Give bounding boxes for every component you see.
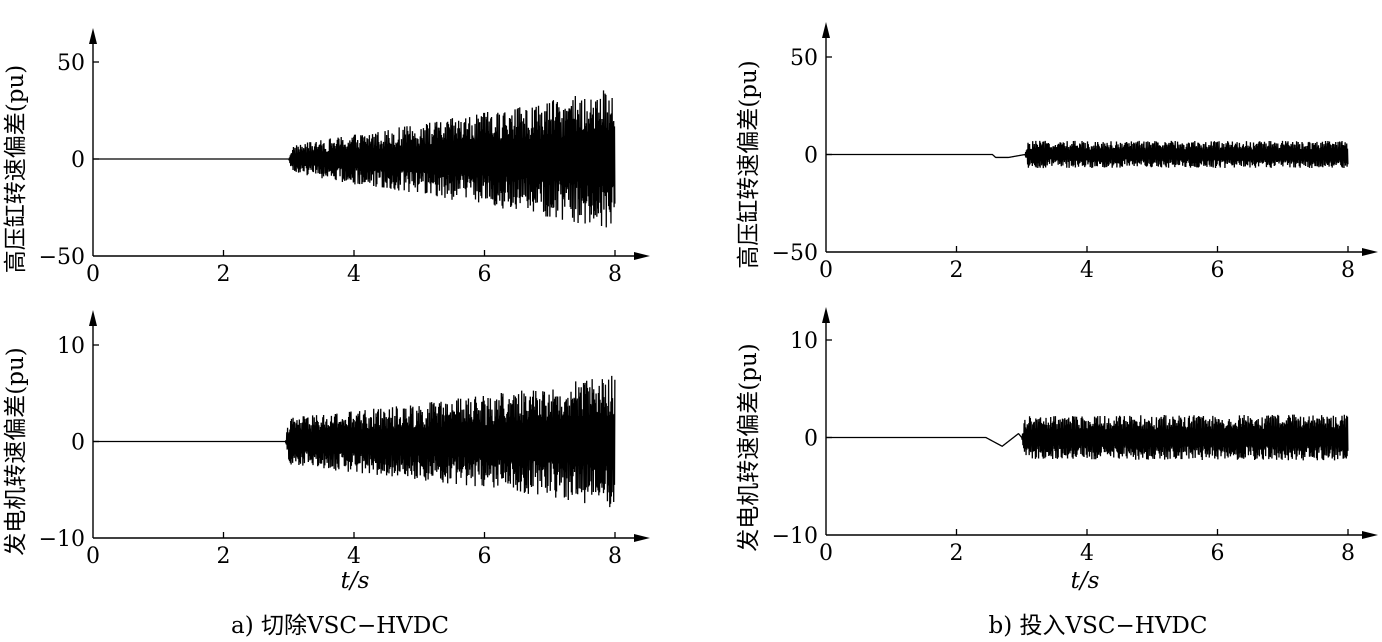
- y-tick-label: 0: [804, 144, 818, 169]
- series-line: [93, 90, 616, 228]
- y-axis-arrow: [89, 28, 97, 44]
- x-tick-label: 0: [86, 544, 100, 569]
- x-tick-label: 4: [347, 544, 361, 569]
- x-tick-label: 0: [86, 262, 100, 287]
- y-tick-label: −50: [39, 245, 85, 270]
- x-axis-arrow: [1362, 248, 1378, 256]
- series-line: [826, 140, 1349, 169]
- x-tick-label: 8: [1341, 258, 1355, 283]
- x-tick-label: 6: [1211, 258, 1225, 283]
- x-tick-label: 8: [608, 544, 622, 569]
- x-tick-label: 2: [950, 541, 964, 566]
- y-tick-label: 50: [57, 51, 85, 76]
- series-line: [826, 414, 1349, 461]
- x-axis-arrow: [634, 534, 650, 542]
- y-tick-label: 0: [804, 427, 818, 452]
- y-axis-arrow: [822, 22, 830, 38]
- x-tick-label: 6: [478, 544, 492, 569]
- x-axis-arrow: [634, 252, 650, 260]
- y-axis-label: 高压缸转速偏差(pu): [736, 60, 762, 268]
- y-tick-label: 0: [71, 148, 85, 173]
- y-tick-label: 10: [57, 334, 85, 359]
- y-tick-label: 0: [71, 431, 85, 456]
- x-tick-label: 2: [217, 544, 231, 569]
- y-tick-label: 10: [790, 329, 818, 354]
- series-line: [93, 375, 616, 508]
- x-tick-label: 4: [1080, 258, 1094, 283]
- x-tick-label: 2: [950, 258, 964, 283]
- y-axis-label: 发电机转速偏差(pu): [3, 347, 29, 555]
- x-tick-label: 8: [608, 262, 622, 287]
- y-tick-label: −10: [772, 524, 818, 549]
- x-axis-arrow: [1362, 531, 1378, 539]
- y-axis-label: 发电机转速偏差(pu): [736, 343, 762, 551]
- y-axis-arrow: [822, 307, 830, 323]
- x-tick-label: 4: [347, 262, 361, 287]
- x-tick-label: 0: [819, 258, 833, 283]
- y-axis-arrow: [89, 310, 97, 326]
- x-tick-label: 6: [478, 262, 492, 287]
- y-axis-label: 高压缸转速偏差(pu): [3, 65, 29, 273]
- y-tick-label: −10: [39, 527, 85, 552]
- x-tick-label: 4: [1080, 541, 1094, 566]
- x-tick-label: 6: [1211, 541, 1225, 566]
- y-tick-label: −50: [772, 241, 818, 266]
- x-tick-label: 8: [1341, 541, 1355, 566]
- y-tick-label: 50: [790, 46, 818, 71]
- x-tick-label: 0: [819, 541, 833, 566]
- x-tick-label: 2: [217, 262, 231, 287]
